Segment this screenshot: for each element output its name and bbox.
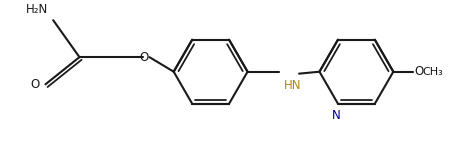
Text: N: N [332, 108, 340, 122]
Text: O: O [415, 65, 424, 78]
Text: O: O [30, 78, 40, 91]
Text: O: O [139, 51, 148, 64]
Text: H₂N: H₂N [26, 3, 48, 16]
Text: HN: HN [284, 80, 301, 93]
Text: CH₃: CH₃ [423, 67, 443, 77]
